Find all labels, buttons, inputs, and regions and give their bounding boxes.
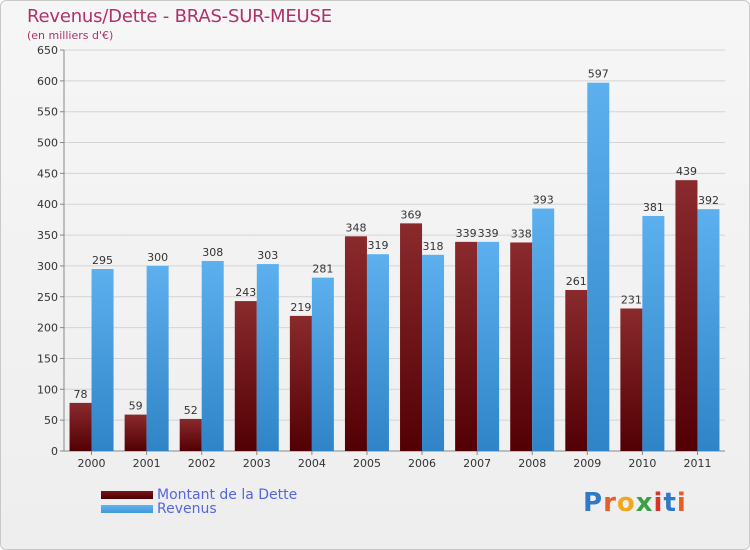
y-tick-label: 600	[37, 75, 58, 88]
x-tick-label: 2007	[463, 457, 491, 470]
data-label-debt: 78	[74, 388, 88, 401]
bar-debt	[675, 180, 698, 451]
data-label-debt: 348	[345, 221, 366, 234]
data-label-debt: 219	[290, 301, 311, 314]
legend-swatch-debt	[101, 491, 153, 499]
logo-letter: x	[635, 488, 654, 518]
x-tick-label: 2005	[353, 457, 381, 470]
data-label-revenus: 308	[202, 246, 223, 259]
data-label-revenus: 392	[698, 194, 719, 207]
y-tick-label: 250	[37, 291, 58, 304]
bar-debt	[69, 402, 92, 451]
y-tick-label: 500	[37, 137, 58, 150]
y-tick-label: 200	[37, 322, 58, 335]
y-tick-label: 300	[37, 260, 58, 273]
logo-letter: P	[583, 488, 604, 518]
y-tick-label: 50	[44, 414, 58, 427]
data-label-debt: 369	[401, 208, 422, 221]
data-label-revenus: 339	[478, 227, 499, 240]
y-tick-label: 100	[37, 383, 58, 396]
bar-revenus	[697, 209, 720, 451]
data-label-debt: 243	[235, 286, 256, 299]
legend-item-revenus: Revenus	[101, 501, 217, 517]
data-label-revenus: 381	[643, 201, 664, 214]
bar-revenus	[201, 260, 224, 451]
data-label-debt: 59	[129, 400, 143, 413]
x-tick-label: 2008	[518, 457, 546, 470]
data-label-revenus: 318	[423, 240, 444, 253]
x-tick-label: 2004	[298, 457, 326, 470]
data-label-debt: 52	[184, 404, 198, 417]
y-tick-label: 400	[37, 198, 58, 211]
data-label-revenus: 281	[312, 263, 333, 276]
y-tick-label: 450	[37, 167, 58, 180]
data-label-revenus: 393	[533, 194, 554, 207]
bar-debt	[289, 315, 312, 451]
data-label-revenus: 300	[147, 251, 168, 264]
bar-debt	[344, 236, 367, 451]
x-tick-label: 2002	[188, 457, 216, 470]
y-tick-label: 0	[51, 445, 58, 458]
data-label-revenus: 303	[257, 249, 278, 262]
bar-debt	[234, 301, 257, 451]
y-tick-label: 650	[37, 44, 58, 57]
logo-letter: t	[663, 488, 677, 518]
axes: 0 50 100 150 200 250 300 350 400 450 500 550 600 650 2…	[37, 44, 725, 470]
bar-debt	[620, 308, 643, 451]
x-tick-label: 2006	[408, 457, 436, 470]
bar-revenus	[256, 264, 279, 451]
bar-debt	[510, 242, 533, 451]
bar-revenus	[366, 254, 389, 451]
bar-debt	[124, 414, 147, 451]
y-tick-label: 350	[37, 229, 58, 242]
bar-revenus	[532, 208, 555, 451]
logo-letter: o	[616, 488, 636, 518]
proxiti-logo: Proxiti	[583, 488, 687, 518]
data-label-revenus: 597	[588, 68, 609, 81]
data-label-debt: 439	[676, 165, 697, 178]
bar-revenus	[311, 277, 334, 451]
chart-title: Revenus/Dette - BRAS-SUR-MEUSE	[27, 6, 332, 27]
bar-debt	[400, 223, 423, 451]
logo-letter: r	[603, 488, 617, 518]
x-tick-label: 2003	[243, 457, 271, 470]
x-tick-label: 2001	[133, 457, 161, 470]
bar-revenus	[422, 254, 445, 451]
legend-label-debt: Montant de la Dette	[157, 487, 298, 503]
data-label-revenus: 319	[367, 239, 388, 252]
bar-debt	[179, 418, 202, 451]
bar-revenus	[587, 82, 610, 451]
data-label-debt: 339	[456, 227, 477, 240]
data-label-debt: 261	[566, 275, 587, 288]
logo-letter: i	[653, 488, 664, 518]
bar-revenus	[91, 269, 114, 451]
x-tick-label: 2010	[628, 457, 656, 470]
bar-revenus	[477, 241, 500, 451]
bar-revenus	[642, 215, 665, 451]
data-label-revenus: 295	[92, 254, 113, 267]
y-tick-label: 150	[37, 352, 58, 365]
y-tick-label: 550	[37, 106, 58, 119]
legend-label-revenus: Revenus	[157, 501, 217, 517]
bar-debt	[565, 289, 588, 451]
bar-debt	[455, 241, 478, 451]
logo-letter: i	[676, 488, 687, 518]
chart-subtitle: (en milliers d'€)	[27, 29, 114, 42]
x-tick-label: 2000	[78, 457, 106, 470]
legend-swatch-revenus	[101, 505, 153, 513]
bar-revenus	[146, 265, 169, 451]
x-tick-label: 2011	[683, 457, 711, 470]
grid-lines	[64, 49, 725, 452]
legend-item-debt: Montant de la Dette	[101, 487, 298, 503]
bars	[69, 82, 720, 451]
data-label-debt: 338	[511, 227, 532, 240]
data-label-debt: 231	[621, 293, 642, 306]
x-tick-label: 2009	[573, 457, 601, 470]
